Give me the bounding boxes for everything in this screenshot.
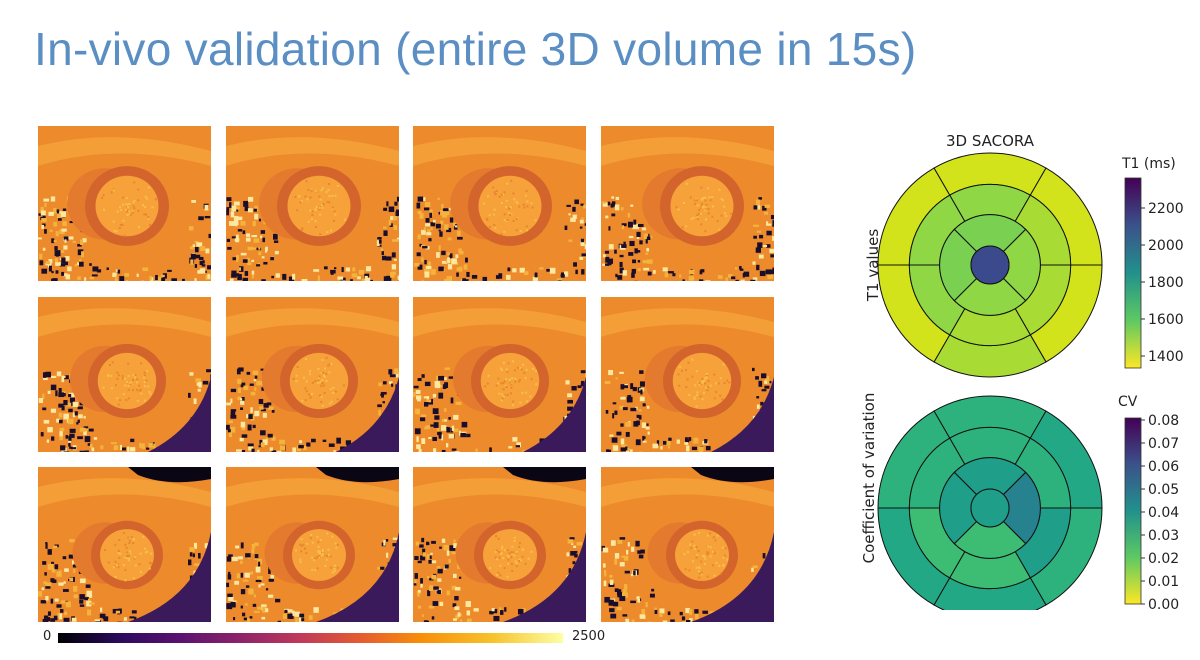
bullseye-cv-ylabel: Coefficient of variation xyxy=(860,393,878,564)
bullseye-t1-ylabel: T1 values xyxy=(864,229,882,302)
colorbar-min-label: 0 xyxy=(43,629,52,644)
colorbar-tick-label: 0.08 xyxy=(1148,413,1179,429)
mri-slice-5 xyxy=(38,297,211,452)
mri-slice-11 xyxy=(413,467,586,622)
mri-slice-6 xyxy=(226,297,399,452)
colorbar-tick-label: 0.00 xyxy=(1148,597,1179,610)
colorbar-tick-label: 2200 xyxy=(1148,201,1184,217)
bullseye-cv-chart xyxy=(877,395,1103,610)
mri-slice-9 xyxy=(38,467,211,622)
colorbar-tick-label: 0.03 xyxy=(1148,528,1179,544)
bullseye-cv-cbar-label: CV xyxy=(1118,394,1138,410)
slide-title: In-vivo validation (entire 3D volume in … xyxy=(34,23,917,75)
mri-slice-12 xyxy=(601,467,774,622)
colorbar-max-label: 2500 xyxy=(572,629,606,644)
colorbar-tick-label: 2000 xyxy=(1148,238,1184,254)
mri-slice-1 xyxy=(38,126,211,281)
mri-slice-3 xyxy=(413,126,586,281)
colorbar-tick-label: 0.05 xyxy=(1148,482,1179,498)
colorbar-gradient xyxy=(58,633,563,643)
bullseye-cv-segment-apex xyxy=(970,488,1010,528)
colorbar-tick-label: 0.02 xyxy=(1148,551,1179,567)
t1-map-colorbar: 0 2500 xyxy=(38,629,605,651)
mri-slice-2 xyxy=(226,126,399,281)
bullseye-panel: 3D SACORA T1 values T1 (ms) 2200 2000 1800… xyxy=(860,132,1184,610)
colorbar-tick-label: 1800 xyxy=(1148,275,1184,291)
bullseye-t1-cbar-label: T1 (ms) xyxy=(1121,156,1176,172)
bullseye-t1-title: 3D SACORA xyxy=(946,132,1035,150)
bullseye-t1-segment-apex xyxy=(970,245,1010,285)
mri-slice-10 xyxy=(226,467,399,622)
colorbar-tick-label: 1400 xyxy=(1148,349,1184,365)
bullseye-cv-colorbar xyxy=(1124,417,1142,605)
colorbar-tick-label: 0.04 xyxy=(1148,505,1179,521)
colorbar-tick-label: 1600 xyxy=(1148,312,1184,328)
colorbar-tick-label: 0.01 xyxy=(1148,574,1179,590)
mri-slice-8 xyxy=(601,297,774,452)
mri-slice-7 xyxy=(413,297,586,452)
t1-map-slice-grid xyxy=(38,126,778,624)
bullseye-cv-ticks: 0.08 0.07 0.06 0.05 0.04 0.03 0.02 0.01 0.00 xyxy=(1141,413,1179,610)
bullseye-t1-chart xyxy=(877,152,1103,378)
bullseye-t1-colorbar xyxy=(1124,177,1142,369)
colorbar-tick-label: 0.07 xyxy=(1148,436,1179,452)
bullseye-t1-ticks: 2200 2000 1800 1600 1400 xyxy=(1141,201,1184,365)
colorbar-tick-label: 0.06 xyxy=(1148,459,1179,475)
mri-slice-4 xyxy=(601,126,774,281)
